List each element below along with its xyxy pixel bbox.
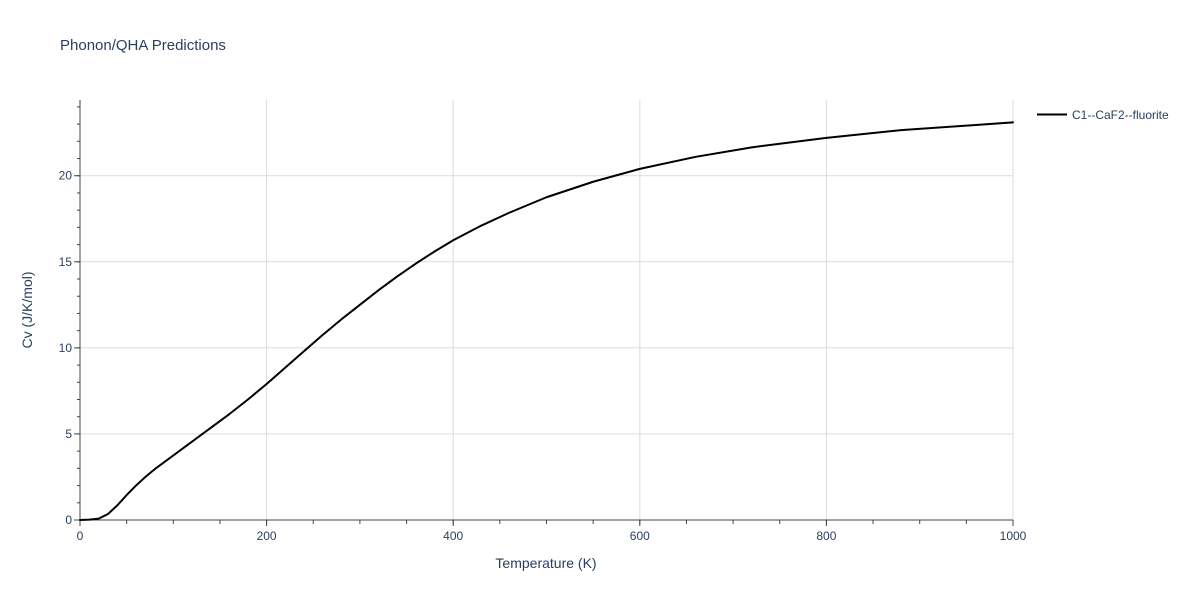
y-tick-label: 20 — [59, 169, 73, 183]
x-tick-label: 600 — [630, 529, 650, 543]
x-tick-label: 0 — [77, 529, 84, 543]
chart-title: Phonon/QHA Predictions — [60, 37, 226, 54]
y-axis-title: Cv (J/K/mol) — [19, 272, 35, 349]
x-tick-label: 1000 — [1000, 529, 1027, 543]
x-axis-title: Temperature (K) — [495, 555, 596, 571]
x-tick-label: 200 — [257, 529, 277, 543]
axes: 0 200 400 600 800 1000 0 5 10 15 20 — [59, 100, 1027, 543]
x-tick-label: 800 — [816, 529, 836, 543]
plot-area — [79, 121, 1014, 521]
grid — [80, 100, 1014, 520]
legend[interactable]: C1--CaF2--fluorite — [1037, 108, 1169, 122]
y-tick-label: 0 — [65, 513, 72, 527]
y-tick-label: 5 — [65, 427, 72, 441]
x-tick-label: 400 — [443, 529, 463, 543]
y-tick-label: 15 — [59, 255, 73, 269]
legend-label[interactable]: C1--CaF2--fluorite — [1072, 108, 1169, 122]
series-line[interactable] — [79, 121, 1014, 521]
y-tick-label: 10 — [59, 341, 73, 355]
